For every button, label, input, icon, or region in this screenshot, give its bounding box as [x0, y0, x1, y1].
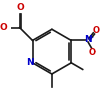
Text: O: O: [17, 3, 25, 12]
Text: N: N: [26, 58, 34, 67]
Text: +: +: [88, 35, 93, 40]
Text: O: O: [0, 23, 8, 32]
Text: N: N: [84, 35, 92, 44]
Text: O: O: [89, 48, 96, 57]
Text: O: O: [93, 26, 100, 35]
Text: -: -: [94, 49, 96, 54]
